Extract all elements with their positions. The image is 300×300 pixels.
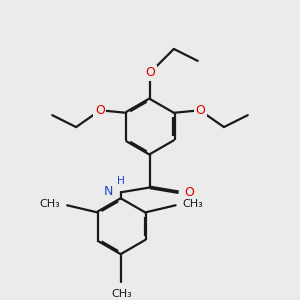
Text: O: O <box>184 186 194 199</box>
Text: CH₃: CH₃ <box>183 199 203 209</box>
Text: O: O <box>145 66 155 79</box>
Text: O: O <box>195 104 205 117</box>
Text: N: N <box>103 184 113 197</box>
Text: H: H <box>117 176 125 187</box>
Text: O: O <box>95 104 105 117</box>
Text: CH₃: CH₃ <box>111 289 132 299</box>
Text: CH₃: CH₃ <box>39 199 60 209</box>
